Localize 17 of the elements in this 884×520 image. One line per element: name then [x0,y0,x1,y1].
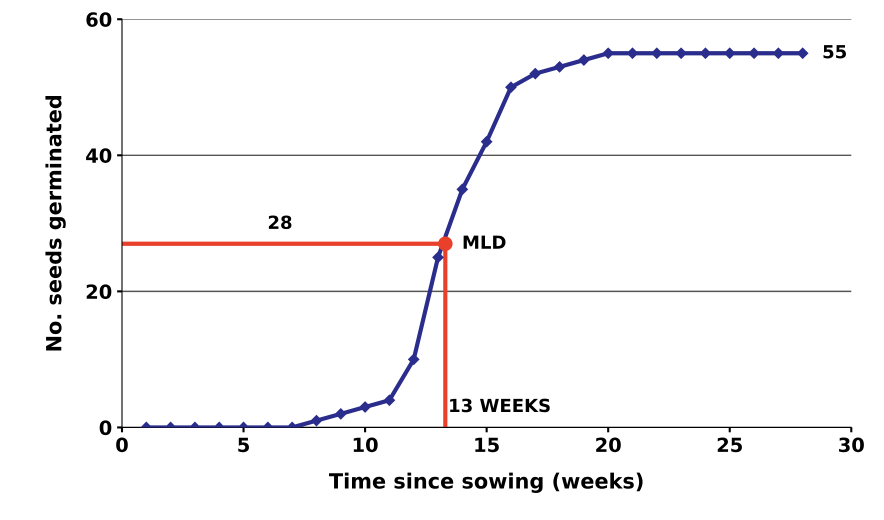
x-tick-label: 20 [596,438,621,452]
x-tick-label: 30 [839,438,864,452]
x-tick-label: 15 [475,438,499,452]
x-axis-title: Time since sowing (weeks) [329,472,643,493]
x-tick-label: 5 [238,438,249,452]
y-axis-title: No. seeds germinated [45,96,66,351]
y-tick-label: 0 [100,420,112,436]
y-tick-label: 40 [86,148,112,163]
x-tick-label: 25 [718,438,742,452]
y-tick-label: 60 [86,12,112,27]
annotation: MLD [464,236,506,249]
y-tick-label: 20 [86,284,112,300]
x-tick-label: 10 [354,438,378,452]
annotation: 55 [824,45,846,58]
x-tick-label: 0 [116,438,128,452]
annotation: 28 [268,215,292,230]
annotation: 13 WEEKS [450,398,550,412]
